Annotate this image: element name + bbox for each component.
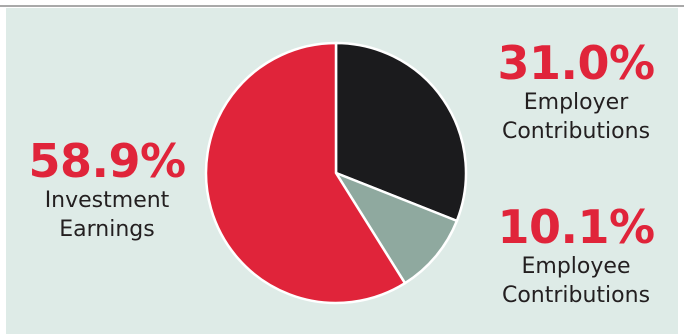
investment-earnings-caption-line1: Investment [44,188,170,213]
employee-contributions-caption-line1: Employee [521,254,631,279]
employee-contributions-caption-line2: Contributions [501,283,651,308]
investment-earnings-percent: 58.9% [28,134,186,188]
employer-contributions-caption-line1: Employer [523,90,629,115]
label-investment-earnings: 58.9% Investment Earnings [14,136,200,244]
pie-slice-employer-contributions [334,41,468,223]
employer-contributions-percent: 31.0% [497,36,655,90]
investment-earnings-caption-line2: Earnings [59,217,155,242]
top-rule [0,0,684,7]
label-employer-contributions: 31.0% Employer Contributions [476,38,676,146]
pie-slice-employee-contributions [334,171,459,285]
employer-contributions-caption-line2: Contributions [501,119,651,144]
label-employee-contributions: 10.1% Employee Contributions [476,202,676,310]
chart-panel: 58.9% Investment Earnings 31.0% Employer… [6,8,678,334]
pie-slice-investment-earnings [204,41,407,305]
pie-chart [204,41,468,305]
employee-contributions-percent: 10.1% [497,200,655,254]
